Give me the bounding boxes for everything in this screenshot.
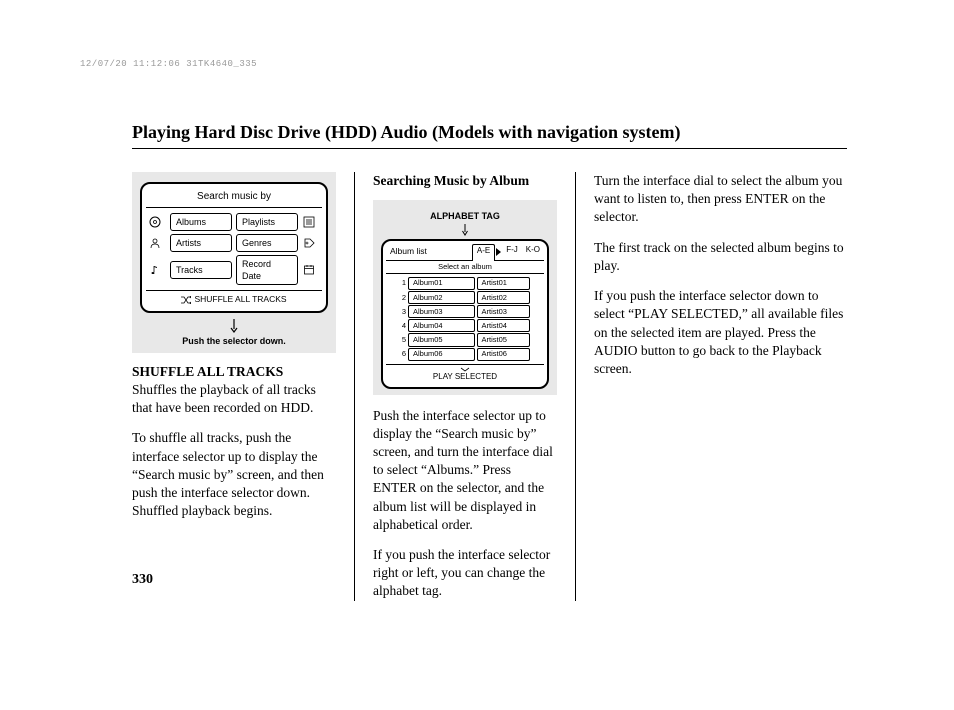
row-num: 5 [398,335,406,345]
page-number: 330 [132,572,153,588]
search-music-screen: Search music by Albums Playlists Artists… [140,182,328,313]
down-arrow-icon [229,319,239,333]
row-artist: Artist03 [477,305,530,318]
row-artist: Artist05 [477,333,530,346]
row-album: Album06 [408,348,475,361]
row-album: Album02 [408,291,475,304]
shuffle-subhead: SHUFFLE ALL TRACKS [132,363,336,381]
album-row[interactable]: 1Album01Artist01 [398,277,530,290]
col2-para2: If you push the interface selector right… [373,546,557,601]
column-2: Searching Music by Album ALPHABET TAG Al… [354,172,576,601]
column-1: Search music by Albums Playlists Artists… [132,172,354,601]
content-columns: Search music by Albums Playlists Artists… [132,172,846,601]
album-list-screen: Album list A-E F-J K-O Select an album 1… [381,239,549,388]
album-list-header: Album list A-E F-J K-O [386,244,544,260]
row-album: Album03 [408,305,475,318]
col2-heading: Searching Music by Album [373,172,557,190]
select-album-subheader: Select an album [386,261,544,274]
album-row[interactable]: 6Album06Artist06 [398,348,530,361]
row-artist: Artist06 [477,348,530,361]
column-3: Turn the interface dial to select the al… [576,172,846,601]
person-icon [148,236,162,250]
alphabet-tabs: A-E F-J K-O [472,244,544,259]
page-title: Playing Hard Disc Drive (HDD) Audio (Mod… [132,122,681,143]
tab-f-j[interactable]: F-J [502,244,522,259]
row-num: 4 [398,321,406,331]
album-row[interactable]: 4Album04Artist04 [398,319,530,332]
col1-para2: To shuffle all tracks, push the interfac… [132,429,336,520]
list-icon [302,215,316,229]
col2-para1: Push the interface selector up to displa… [373,407,557,535]
row-album: Album04 [408,319,475,332]
shuffle-all-tracks-bar[interactable]: SHUFFLE ALL TRACKS [146,290,322,306]
alphabet-tag-label: ALPHABET TAG [381,210,549,222]
shuffle-icon [181,296,191,304]
menu-artists[interactable]: Artists [170,234,232,252]
row-num: 2 [398,293,406,303]
row-artist: Artist04 [477,319,530,332]
tab-k-o[interactable]: K-O [522,244,544,259]
album-row[interactable]: 3Album03Artist03 [398,305,530,318]
note-icon [148,263,162,277]
row-num: 1 [398,278,406,288]
down-arrow-icon [461,224,469,236]
header-meta: 12/07/20 11:12:06 31TK4640_335 [80,59,257,69]
tab-a-e[interactable]: A-E [472,244,495,260]
screen-title: Search music by [146,188,322,208]
menu-record-date[interactable]: Record Date [236,255,298,285]
row-artist: Artist01 [477,277,530,290]
album-list-title: Album list [386,244,472,259]
album-rows: 1Album01Artist01 2Album02Artist02 3Album… [386,274,544,364]
menu-albums[interactable]: Albums [170,213,232,231]
search-music-panel: Search music by Albums Playlists Artists… [132,172,336,353]
col3-para2: The first track on the selected album be… [594,239,846,275]
row-album: Album01 [408,277,475,290]
caption-text: Push the selector down. [182,335,286,347]
album-list-panel: ALPHABET TAG Album list A-E F-J K-O Sele… [373,200,557,394]
album-row[interactable]: 2Album02Artist02 [398,291,530,304]
col3-para1: Turn the interface dial to select the al… [594,172,846,227]
menu-tracks[interactable]: Tracks [170,261,232,279]
col3-para3: If you push the interface selector down … [594,287,846,378]
selector-down-caption: Push the selector down. [140,319,328,347]
subhead-text: SHUFFLE ALL TRACKS [132,364,283,379]
row-num: 3 [398,307,406,317]
tab-chevron-icon [496,248,501,256]
row-num: 6 [398,349,406,359]
disc-icon [148,215,162,229]
screen-menu-grid: Albums Playlists Artists Genres Tracks R… [146,208,322,291]
menu-genres[interactable]: Genres [236,234,298,252]
tag-icon [302,236,316,250]
play-selected-bar[interactable]: PLAY SELECTED [386,364,544,384]
col1-para1: Shuffles the playback of all tracks that… [132,381,336,417]
alphabet-arrow [381,224,549,236]
play-selected-label: PLAY SELECTED [433,372,497,383]
row-artist: Artist02 [477,291,530,304]
shuffle-bar-label: SHUFFLE ALL TRACKS [194,294,286,305]
menu-playlists[interactable]: Playlists [236,213,298,231]
album-row[interactable]: 5Album05Artist05 [398,333,530,346]
calendar-icon [302,263,316,277]
row-album: Album05 [408,333,475,346]
title-rule [132,148,847,149]
